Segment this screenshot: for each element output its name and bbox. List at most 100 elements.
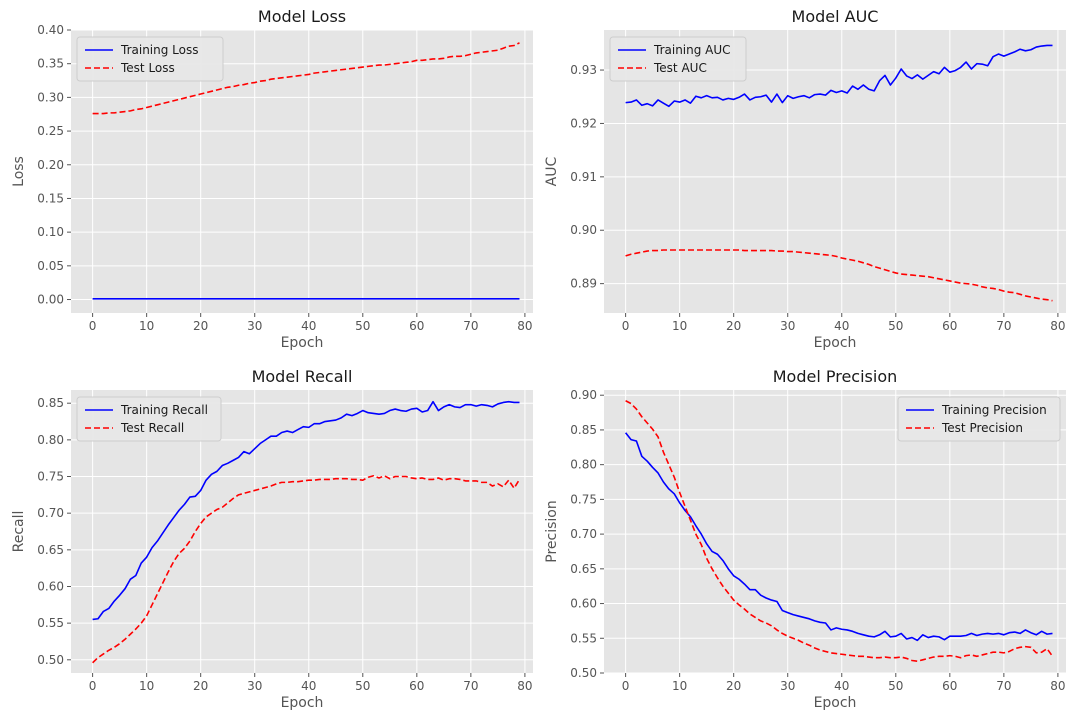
loss-x-tick-label: 80	[517, 319, 532, 333]
precision-y-tick-label: 0.55	[570, 631, 597, 645]
recall-legend-training: Training Recall	[120, 403, 208, 417]
recall-legend-box	[76, 396, 222, 442]
auc-x-tick-label: 40	[834, 319, 849, 333]
auc-panel: 0 10 20 30 40 50 60 70 80 0.89 0.90 0.91 0.92 0.93 M…	[544, 7, 1066, 351]
precision-x-tick-label: 40	[834, 679, 849, 693]
precision-y-tick-label: 0.90	[570, 388, 597, 402]
loss-series	[92, 42, 520, 300]
auc-series-test-line	[625, 249, 1053, 302]
auc-x-tick-label: 50	[888, 319, 903, 333]
precision-y-label: Precision	[544, 500, 560, 562]
loss-legend-box	[76, 36, 224, 82]
precision-y-tick-label: 0.70	[570, 527, 597, 541]
precision-x-tick-label: 10	[672, 679, 687, 693]
recall-y-tick-label: 0.70	[37, 506, 64, 520]
loss-y-ticks: 0.00 0.05 0.10 0.15 0.20 0.25 0.30 0.35 0.40	[37, 23, 71, 307]
recall-y-tick-label: 0.85	[37, 396, 64, 410]
precision-y-ticks: 0.50 0.55 0.60 0.65 0.70 0.75 0.80 0.85 0.90	[570, 388, 604, 680]
recall-y-tick-label: 0.55	[37, 616, 64, 630]
loss-y-tick-label: 0.00	[37, 293, 64, 307]
loss-y-tick-label: 0.15	[37, 191, 64, 205]
loss-y-tick-label: 0.35	[37, 57, 64, 71]
loss-y-tick-label: 0.30	[37, 90, 64, 104]
loss-y-tick-label: 0.40	[37, 23, 64, 37]
loss-y-tick-label: 0.25	[37, 124, 64, 138]
precision-x-label: Epoch	[814, 695, 857, 711]
loss-legend-training: Training Loss	[120, 43, 198, 57]
loss-title: Model Loss	[258, 7, 346, 26]
loss-legend: Training Loss Test Loss	[76, 36, 224, 82]
precision-y-tick-label: 0.60	[570, 597, 597, 611]
loss-x-tick-label: 0	[89, 319, 97, 333]
precision-legend: Training Precision Test Precision	[897, 396, 1061, 442]
precision-x-ticks: 0 10 20 30 40 50 60 70 80	[622, 673, 1066, 693]
precision-legend-test: Test Precision	[941, 421, 1023, 435]
auc-y-tick-label: 0.90	[570, 223, 597, 237]
loss-y-tick-label: 0.10	[37, 225, 64, 239]
recall-y-label: Recall	[11, 511, 27, 553]
auc-y-label: AUC	[544, 156, 560, 186]
recall-x-tick-label: 20	[193, 679, 208, 693]
auc-x-tick-label: 20	[726, 319, 741, 333]
auc-x-tick-label: 10	[672, 319, 687, 333]
recall-y-tick-label: 0.50	[37, 653, 64, 667]
precision-panel: 0 10 20 30 40 50 60 70 80 0.500.550.600.650.700.…	[544, 367, 1066, 711]
loss-x-tick-label: 50	[355, 319, 370, 333]
precision-y-tick-label: 0.85	[570, 423, 597, 437]
loss-x-tick-label: 20	[193, 319, 208, 333]
loss-y-label: Loss	[11, 156, 27, 187]
recall-panel: 0 10 20 30 40 50 60 70 80 0.500.550.600.650.700.…	[11, 367, 533, 711]
loss-panel: 0 10 20 30 40 50 60 70 80 0.000.050.100.150.200.…	[11, 7, 533, 351]
precision-series-test-line	[625, 400, 1054, 662]
precision-x-tick-label: 50	[888, 679, 903, 693]
auc-y-tick-label: 0.92	[570, 116, 597, 130]
recall-x-tick-label: 60	[409, 679, 424, 693]
auc-x-tick-label: 30	[780, 319, 795, 333]
precision-x-tick-label: 20	[726, 679, 741, 693]
recall-x-tick-label: 80	[517, 679, 532, 693]
precision-y-tick-label: 0.80	[570, 458, 597, 472]
recall-series-test-line	[92, 474, 521, 664]
auc-legend-training: Training AUC	[653, 43, 731, 57]
recall-x-tick-label: 50	[355, 679, 370, 693]
recall-y-tick-label: 0.80	[37, 433, 64, 447]
precision-x-tick-label: 0	[622, 679, 630, 693]
precision-x-tick-label: 30	[780, 679, 795, 693]
auc-y-tick-label: 0.93	[570, 63, 597, 77]
precision-legend-box	[897, 396, 1061, 442]
auc-x-tick-label: 80	[1050, 319, 1065, 333]
recall-y-tick-label: 0.60	[37, 579, 64, 593]
auc-grid	[604, 30, 1066, 313]
auc-y-ticks: 0.89 0.90 0.91 0.92 0.93	[570, 63, 604, 291]
precision-title: Model Precision	[773, 367, 898, 386]
precision-series	[624, 400, 1054, 662]
loss-x-tick-label: 60	[409, 319, 424, 333]
loss-x-tick-label: 70	[463, 319, 478, 333]
recall-legend-test: Test Recall	[120, 421, 184, 435]
loss-y-tick-label: 0.05	[37, 259, 64, 273]
recall-y-tick-label: 0.65	[37, 543, 64, 557]
recall-legend: Training Recall Test Recall	[76, 396, 222, 442]
precision-x-tick-label: 60	[942, 679, 957, 693]
precision-y-tick-label: 0.75	[570, 492, 597, 506]
recall-series	[92, 400, 521, 664]
loss-series-test-line	[92, 42, 520, 115]
auc-legend-test: Test AUC	[653, 61, 707, 75]
auc-legend: Training AUC Test AUC	[609, 36, 747, 82]
auc-x-tick-label: 0	[622, 319, 630, 333]
recall-title: Model Recall	[252, 367, 353, 386]
loss-x-tick-label: 30	[247, 319, 262, 333]
recall-x-tick-label: 40	[301, 679, 316, 693]
precision-series-training-line	[624, 432, 1053, 642]
recall-x-label: Epoch	[281, 695, 324, 711]
loss-x-tick-label: 40	[301, 319, 316, 333]
loss-legend-test: Test Loss	[120, 61, 175, 75]
auc-x-tick-label: 70	[996, 319, 1011, 333]
loss-x-tick-label: 10	[139, 319, 154, 333]
auc-x-ticks: 0 10 20 30 40 50 60 70 80	[622, 313, 1066, 333]
loss-y-tick-label: 0.20	[37, 158, 64, 172]
recall-y-tick-label: 0.75	[37, 470, 64, 484]
precision-y-tick-label: 0.50	[570, 666, 597, 680]
auc-x-tick-label: 60	[942, 319, 957, 333]
